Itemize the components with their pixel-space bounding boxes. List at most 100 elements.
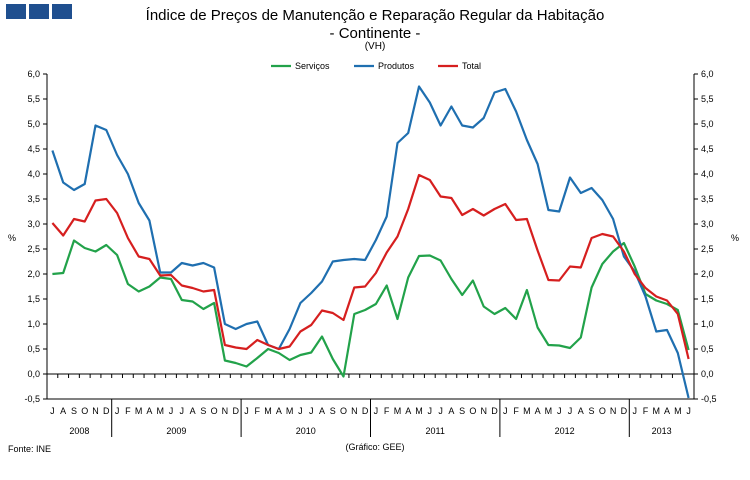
month-label: A <box>448 406 454 416</box>
month-label: A <box>664 406 670 416</box>
month-label: S <box>459 406 465 416</box>
y-tick-label-left: -0,5 <box>24 394 40 404</box>
y-tick-label-left: 2,0 <box>27 269 40 279</box>
month-label: J <box>374 406 379 416</box>
month-label: D <box>621 406 628 416</box>
month-label: A <box>190 406 196 416</box>
chart-subtitle: - Continente - <box>329 25 421 42</box>
month-label: M <box>415 406 423 416</box>
y-tick-label-left: 4,5 <box>27 144 40 154</box>
logo-block <box>29 4 49 19</box>
y-tick-label-right: 3,5 <box>701 194 714 204</box>
month-label: J <box>686 406 691 416</box>
month-label: A <box>60 406 66 416</box>
year-label: 2011 <box>426 426 445 436</box>
month-label: M <box>394 406 402 416</box>
month-label: M <box>135 406 143 416</box>
legend-item: Produtos <box>354 61 415 71</box>
month-label: M <box>523 406 531 416</box>
month-label: M <box>653 406 661 416</box>
y-tick-label-left: 0,5 <box>27 344 40 354</box>
month-label: O <box>599 406 606 416</box>
month-label: O <box>469 406 476 416</box>
legend-item: Total <box>438 61 481 71</box>
month-label: M <box>545 406 553 416</box>
month-label: M <box>156 406 164 416</box>
month-label: J <box>503 406 508 416</box>
month-label: J <box>169 406 174 416</box>
month-label: A <box>578 406 584 416</box>
y-tick-label-left: 0,0 <box>27 369 40 379</box>
y-tick-label-right: -0,5 <box>701 394 717 404</box>
y-tick-label-right: 5,0 <box>701 119 714 129</box>
y-tick-label-left: 5,0 <box>27 119 40 129</box>
month-label: N <box>351 406 358 416</box>
y-tick-label-right: 5,5 <box>701 94 714 104</box>
y-tick-label-left: 6,0 <box>27 69 40 79</box>
series-line-total <box>51 173 690 360</box>
logo <box>6 4 72 19</box>
month-label: M <box>674 406 682 416</box>
year-label: 2013 <box>652 426 672 436</box>
year-label: 2012 <box>555 426 575 436</box>
y-tick-label-left: 4,0 <box>27 169 40 179</box>
month-label: F <box>513 406 519 416</box>
year-label: 2008 <box>69 426 89 436</box>
month-label: F <box>255 406 261 416</box>
month-label: F <box>384 406 390 416</box>
legend-label: Produtos <box>378 61 415 71</box>
y-tick-label-left: 3,5 <box>27 194 40 204</box>
chart-title: Índice de Preços de Manutenção e Reparaç… <box>145 7 605 24</box>
y-tick-label-right: 1,0 <box>701 319 714 329</box>
month-label: S <box>200 406 206 416</box>
y-tick-label-right: 4,0 <box>701 169 714 179</box>
month-label: J <box>50 406 55 416</box>
month-label: D <box>232 406 239 416</box>
month-label: A <box>535 406 541 416</box>
month-label: A <box>276 406 282 416</box>
month-label: J <box>180 406 185 416</box>
month-label: J <box>568 406 573 416</box>
month-label: N <box>480 406 487 416</box>
month-label: A <box>146 406 152 416</box>
month-label: D <box>103 406 110 416</box>
series-line-serviços <box>52 239 690 378</box>
month-label: N <box>92 406 99 416</box>
y-axis-label-left: % <box>8 233 16 243</box>
y-tick-label-right: 2,0 <box>701 269 714 279</box>
y-tick-label-right: 3,0 <box>701 219 714 229</box>
y-tick-label-left: 5,5 <box>27 94 40 104</box>
y-tick-label-left: 2,5 <box>27 244 40 254</box>
month-label: J <box>115 406 120 416</box>
month-label: J <box>632 406 637 416</box>
y-tick-label-left: 3,0 <box>27 219 40 229</box>
logo-block <box>52 4 72 19</box>
y-tick-label-right: 6,0 <box>701 69 714 79</box>
legend-label: Serviços <box>295 61 330 71</box>
legend-item: Serviços <box>271 61 330 71</box>
y-tick-label-right: 0,0 <box>701 369 714 379</box>
month-label: D <box>491 406 498 416</box>
month-label: J <box>244 406 249 416</box>
month-label: D <box>362 406 369 416</box>
year-label: 2010 <box>296 426 316 436</box>
y-tick-label-right: 4,5 <box>701 144 714 154</box>
legend-label: Total <box>462 61 481 71</box>
month-label: S <box>589 406 595 416</box>
month-label: S <box>71 406 77 416</box>
y-axis-label-right: % <box>731 233 739 243</box>
month-label: O <box>340 406 347 416</box>
month-label: N <box>610 406 617 416</box>
month-label: A <box>319 406 325 416</box>
month-label: F <box>643 406 649 416</box>
year-label: 2009 <box>166 426 186 436</box>
month-label: J <box>557 406 562 416</box>
logo-block <box>6 4 26 19</box>
y-tick-label-right: 0,5 <box>701 344 714 354</box>
month-label: J <box>298 406 303 416</box>
y-tick-label-right: 2,5 <box>701 244 714 254</box>
month-label: O <box>81 406 88 416</box>
month-label: J <box>428 406 433 416</box>
month-label: J <box>309 406 314 416</box>
